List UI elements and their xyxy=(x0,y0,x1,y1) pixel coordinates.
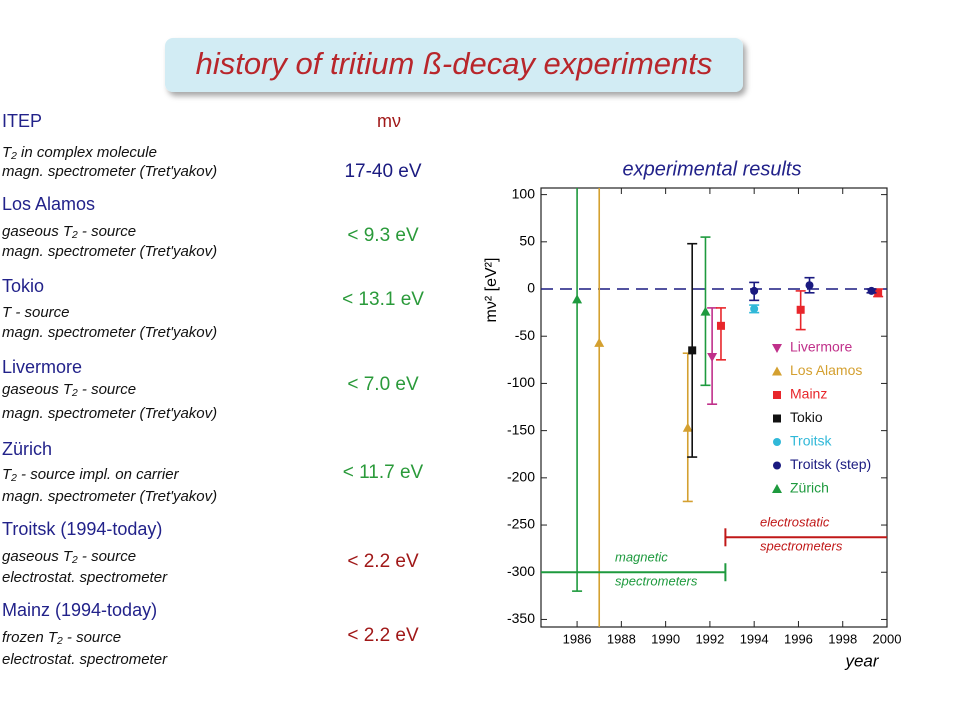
y-tick-label: -350 xyxy=(507,610,535,626)
error-bar xyxy=(572,188,583,592)
experiment-mass: < 9.3 eV xyxy=(347,225,419,246)
marker xyxy=(750,304,759,313)
legend-label: Mainz xyxy=(790,386,827,402)
annotation: spectrometers xyxy=(615,573,698,588)
marker xyxy=(773,414,781,423)
y-tick-label: -300 xyxy=(507,563,535,579)
annotation: electrostatic xyxy=(760,514,830,529)
plot-frame xyxy=(540,187,888,628)
slide-title: history of tritium ß-decay experiments xyxy=(196,46,713,81)
experiment-detail: gaseous T₂ - source xyxy=(2,381,136,398)
y-axis-label: mν² [eV²] xyxy=(483,258,500,323)
marker xyxy=(796,305,805,314)
marker xyxy=(700,306,711,316)
experiment-detail: magn. spectrometer (Tret'yakov) xyxy=(2,405,217,422)
y-tick-label: 100 xyxy=(512,185,536,201)
marker xyxy=(594,337,605,347)
legend-label: Troitsk xyxy=(790,433,832,449)
marker xyxy=(772,366,782,376)
marker xyxy=(805,281,814,290)
marker xyxy=(867,286,876,295)
marker xyxy=(688,346,697,355)
experiment-detail: magn. spectrometer (Tret'yakov) xyxy=(2,324,217,341)
annotation: magnetic xyxy=(615,549,668,564)
legend-label: Los Alamos xyxy=(790,362,862,378)
experiment-detail: T₂ in complex molecule xyxy=(2,144,157,161)
experiment-detail: electrostat. spectrometer xyxy=(2,651,168,668)
marker xyxy=(716,321,725,330)
legend-label: Tokio xyxy=(790,409,823,425)
marker xyxy=(874,288,883,297)
annotation: spectrometers xyxy=(760,538,843,553)
experiment-name: Los Alamos xyxy=(2,194,95,214)
x-tick-label: 1994 xyxy=(740,631,769,646)
experiment-name: Livermore xyxy=(2,357,82,377)
experiment-detail: magn. spectrometer (Tret'yakov) xyxy=(2,488,217,505)
x-tick-label: 2000 xyxy=(873,631,902,646)
experiment-mass: < 13.1 eV xyxy=(342,289,424,310)
error-bar xyxy=(715,307,726,361)
y-tick-label: -150 xyxy=(507,421,535,437)
experiment-name: Tokio xyxy=(2,276,44,296)
experiment-mass: < 7.0 eV xyxy=(347,374,419,395)
experiment-name: ITEP xyxy=(2,111,42,131)
title-box xyxy=(165,38,743,92)
experiment-detail: gaseous T₂ - source xyxy=(2,223,136,240)
y-tick-label: 0 xyxy=(527,280,535,296)
experiment-mass: < 11.7 eV xyxy=(343,462,424,483)
y-tick-label: -250 xyxy=(507,516,535,532)
marker xyxy=(772,344,782,353)
experiment-mass: < 2.2 eV xyxy=(347,551,419,572)
experiment-detail: magn. spectrometer (Tret'yakov) xyxy=(2,243,217,260)
legend-label: Livermore xyxy=(790,339,852,355)
y-tick-label: 50 xyxy=(519,233,535,249)
x-tick-label: 1998 xyxy=(828,631,857,646)
experiment-detail: frozen T₂ - source xyxy=(2,629,121,646)
x-tick-label: 1988 xyxy=(607,631,636,646)
experiment-name: Zürich xyxy=(2,439,52,459)
y-tick-label: -50 xyxy=(515,327,535,343)
marker xyxy=(707,352,718,362)
plot-area xyxy=(572,188,884,627)
legend-label: Zürich xyxy=(790,480,829,496)
experiment-mass: 17-40 eV xyxy=(344,161,421,182)
marker xyxy=(773,438,781,446)
x-tick-label: 1990 xyxy=(651,631,680,646)
experiment-detail: magn. spectrometer (Tret'yakov) xyxy=(2,163,217,180)
experiment-name: Troitsk (1994-today) xyxy=(2,519,162,539)
mass-header: mν xyxy=(377,111,401,131)
marker xyxy=(682,422,693,432)
experiment-detail: electrostat. spectrometer xyxy=(2,569,168,586)
experiment-detail: T - source xyxy=(2,304,70,321)
x-axis-label: year xyxy=(844,651,879,670)
experiment-detail: T₂ - source impl. on carrier xyxy=(2,466,180,483)
chart-title: experimental results xyxy=(623,158,802,180)
x-tick-label: 1992 xyxy=(695,631,724,646)
y-tick-label: -100 xyxy=(507,374,535,390)
marker xyxy=(773,461,781,470)
y-tick-label: -200 xyxy=(507,469,535,485)
marker xyxy=(750,286,759,295)
experiment-name: Mainz (1994-today) xyxy=(2,600,157,620)
experiment-detail: gaseous T₂ - source xyxy=(2,548,136,565)
marker xyxy=(572,294,583,304)
experiment-mass: < 2.2 eV xyxy=(347,625,419,646)
x-tick-label: 1986 xyxy=(563,631,592,646)
legend-label: Troitsk (step) xyxy=(790,456,871,472)
x-tick-label: 1996 xyxy=(784,631,813,646)
error-bar xyxy=(598,188,601,627)
marker xyxy=(773,391,781,399)
marker xyxy=(772,484,782,493)
